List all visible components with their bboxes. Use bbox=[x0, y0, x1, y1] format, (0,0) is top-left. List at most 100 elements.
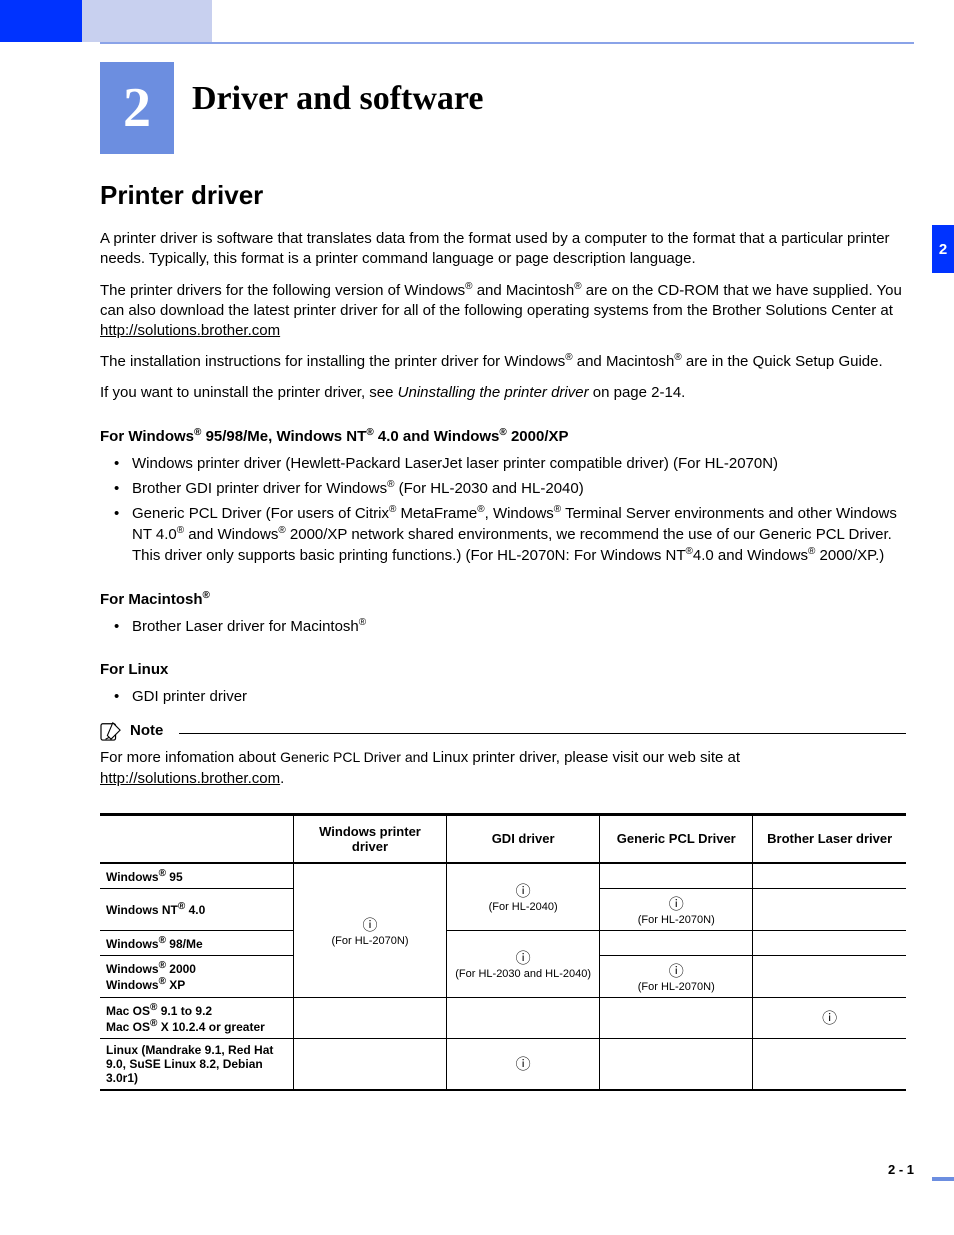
text: are in the Quick Setup Guide. bbox=[682, 353, 883, 370]
list-item: Brother GDI printer driver for Windows® … bbox=[132, 478, 906, 499]
reg-mark: ® bbox=[203, 590, 210, 601]
cross-ref-link[interactable]: Uninstalling the printer driver bbox=[398, 384, 589, 401]
text: 2000/XP bbox=[507, 428, 569, 445]
text: For more infomation about bbox=[100, 749, 280, 766]
table-cell: ⓘ (For HL-2070N) bbox=[600, 955, 753, 997]
reg-mark: ® bbox=[278, 525, 285, 536]
os-cell: Windows® 98/Me bbox=[100, 930, 293, 955]
paragraph-cdrom: The printer drivers for the following ve… bbox=[100, 280, 906, 342]
text: Linux printer driver, please visit our w… bbox=[428, 749, 740, 766]
page-content: Printer driver A printer driver is softw… bbox=[100, 180, 906, 1091]
text: on page 2-14. bbox=[589, 384, 686, 401]
cell-note: (For HL-2030 and HL-2040) bbox=[453, 968, 593, 980]
text: Generic PCL Driver and bbox=[280, 749, 428, 765]
table-cell bbox=[293, 1038, 446, 1090]
table-header bbox=[100, 814, 293, 863]
bullet-list-mac: Brother Laser driver for Macintosh® bbox=[100, 616, 906, 637]
table-cell bbox=[753, 888, 906, 930]
text: 4.0 and Windows bbox=[693, 547, 808, 564]
table-cell: ⓘ (For HL-2040) bbox=[447, 863, 600, 931]
cell-note: (For HL-2070N) bbox=[606, 914, 746, 926]
list-item: Brother Laser driver for Macintosh® bbox=[132, 616, 906, 637]
page-number: 2 - 1 bbox=[888, 1162, 914, 1177]
subheading-windows: For Windows® 95/98/Me, Windows NT® 4.0 a… bbox=[100, 427, 906, 445]
table-cell bbox=[753, 863, 906, 889]
paragraph-intro: A printer driver is software that transl… bbox=[100, 229, 906, 270]
table-cell bbox=[600, 930, 753, 955]
table-row: Windows® 95 ⓘ (For HL-2070N) ⓘ (For HL-2… bbox=[100, 863, 906, 889]
os-cell: Windows NT® 4.0 bbox=[100, 888, 293, 930]
table-cell bbox=[600, 1038, 753, 1090]
os-cell: Mac OS® 9.1 to 9.2Mac OS® X 10.2.4 or gr… bbox=[100, 997, 293, 1038]
note-body: For more infomation about Generic PCL Dr… bbox=[100, 747, 906, 789]
cell-note: (For HL-2070N) bbox=[300, 935, 440, 947]
bullet-list-linux: GDI printer driver bbox=[100, 686, 906, 707]
solutions-link[interactable]: http://solutions.brother.com bbox=[100, 322, 280, 339]
list-item: GDI printer driver bbox=[132, 686, 906, 707]
text: For Macintosh bbox=[100, 591, 203, 608]
paragraph-uninstall: If you want to uninstall the printer dri… bbox=[100, 383, 906, 403]
text: 2000/XP.) bbox=[815, 547, 884, 564]
table-header: Generic PCL Driver bbox=[600, 814, 753, 863]
page-number-accent bbox=[932, 1177, 954, 1181]
solutions-link[interactable]: http://solutions.brother.com bbox=[100, 770, 280, 787]
table-header: GDI driver bbox=[447, 814, 600, 863]
table-cell bbox=[600, 997, 753, 1038]
text: For Windows bbox=[100, 428, 194, 445]
table-cell: ⓘ (For HL-2030 and HL-2040) bbox=[447, 930, 600, 997]
info-icon: ⓘ bbox=[822, 1007, 837, 1028]
table-cell bbox=[293, 997, 446, 1038]
paragraph-install: The installation instructions for instal… bbox=[100, 351, 906, 372]
info-icon: ⓘ bbox=[362, 914, 377, 935]
note-pencil-icon bbox=[100, 721, 122, 741]
table-cell: ⓘ bbox=[447, 1038, 600, 1090]
reg-mark: ® bbox=[366, 427, 373, 438]
table-row: Linux (Mandrake 9.1, Red Hat 9.0, SuSE L… bbox=[100, 1038, 906, 1090]
text: Brother GDI printer driver for Windows bbox=[132, 480, 387, 497]
reg-mark: ® bbox=[565, 352, 572, 363]
section-heading: Printer driver bbox=[100, 180, 906, 211]
header-blue-block bbox=[0, 0, 82, 42]
table-cell bbox=[753, 955, 906, 997]
table-cell: ⓘ bbox=[753, 997, 906, 1038]
text: MetaFrame bbox=[396, 505, 477, 522]
table-header-row: Windows printer driver GDI driver Generi… bbox=[100, 814, 906, 863]
list-item: Windows printer driver (Hewlett-Packard … bbox=[132, 453, 906, 474]
subheading-linux: For Linux bbox=[100, 661, 906, 678]
table-row: Mac OS® 9.1 to 9.2Mac OS® X 10.2.4 or gr… bbox=[100, 997, 906, 1038]
reg-mark: ® bbox=[686, 546, 693, 557]
note-header: Note bbox=[100, 721, 906, 741]
reg-mark: ® bbox=[359, 617, 366, 628]
driver-compat-table: Windows printer driver GDI driver Generi… bbox=[100, 813, 906, 1091]
text: 95/98/Me, Windows NT bbox=[201, 428, 366, 445]
table-cell bbox=[600, 863, 753, 889]
table-cell bbox=[753, 1038, 906, 1090]
cell-note: (For HL-2040) bbox=[453, 901, 593, 913]
text: The installation instructions for instal… bbox=[100, 353, 565, 370]
os-cell: Windows® 2000Windows® XP bbox=[100, 955, 293, 997]
list-item: Generic PCL Driver (For users of Citrix®… bbox=[132, 503, 906, 566]
table-cell bbox=[753, 930, 906, 955]
reg-mark: ® bbox=[499, 427, 506, 438]
info-icon: ⓘ bbox=[669, 960, 684, 981]
subheading-macintosh: For Macintosh® bbox=[100, 590, 906, 608]
table-header: Windows printer driver bbox=[293, 814, 446, 863]
reg-mark: ® bbox=[674, 352, 681, 363]
text: , Windows bbox=[485, 505, 554, 522]
info-icon: ⓘ bbox=[669, 893, 684, 914]
table-header: Brother Laser driver bbox=[753, 814, 906, 863]
info-icon: ⓘ bbox=[516, 880, 531, 901]
text: The printer drivers for the following ve… bbox=[100, 282, 465, 299]
reg-mark: ® bbox=[477, 504, 484, 515]
text: (For HL-2030 and HL-2040) bbox=[394, 480, 583, 497]
info-icon: ⓘ bbox=[516, 1053, 531, 1074]
text: Brother Laser driver for Macintosh bbox=[132, 618, 359, 635]
text: and Macintosh bbox=[473, 282, 575, 299]
header-light-block bbox=[82, 0, 212, 42]
os-cell: Linux (Mandrake 9.1, Red Hat 9.0, SuSE L… bbox=[100, 1038, 293, 1090]
chapter-number-box: 2 bbox=[100, 62, 174, 154]
os-cell: Windows® 95 bbox=[100, 863, 293, 889]
note-rule bbox=[179, 733, 906, 734]
info-icon: ⓘ bbox=[516, 947, 531, 968]
reg-mark: ® bbox=[574, 281, 581, 292]
